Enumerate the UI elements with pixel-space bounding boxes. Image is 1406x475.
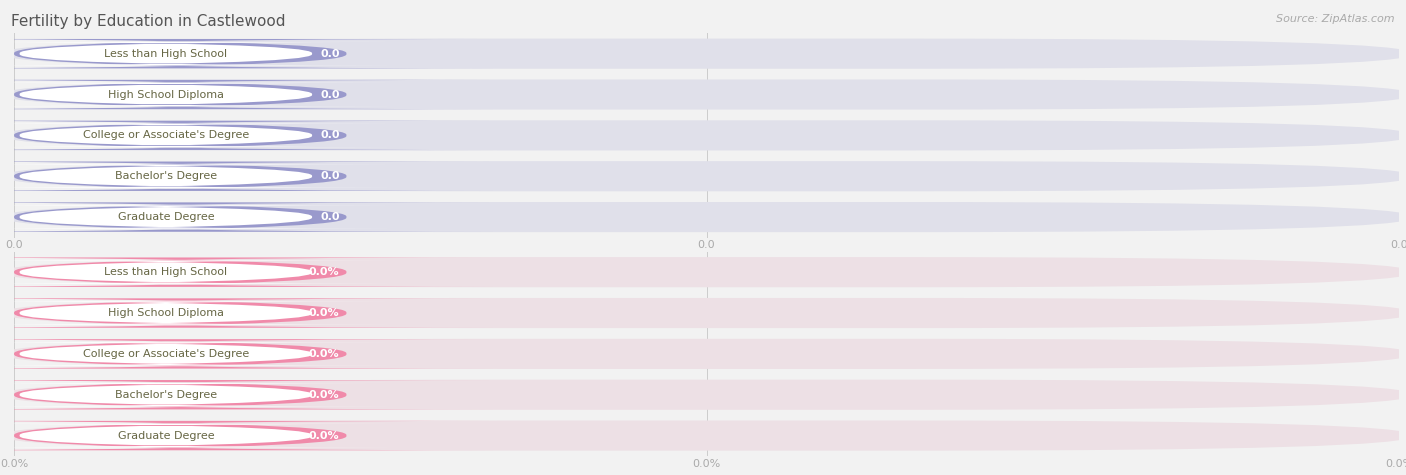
- Text: Fertility by Education in Castlewood: Fertility by Education in Castlewood: [11, 14, 285, 29]
- Text: 0.0: 0.0: [321, 212, 339, 222]
- FancyBboxPatch shape: [0, 257, 492, 287]
- FancyBboxPatch shape: [1, 257, 1406, 287]
- Text: Source: ZipAtlas.com: Source: ZipAtlas.com: [1277, 14, 1395, 24]
- Text: 0.0%: 0.0%: [309, 267, 339, 277]
- FancyBboxPatch shape: [1, 202, 1406, 232]
- FancyBboxPatch shape: [0, 80, 492, 109]
- FancyBboxPatch shape: [0, 164, 402, 188]
- Text: Graduate Degree: Graduate Degree: [118, 430, 214, 441]
- FancyBboxPatch shape: [0, 339, 492, 369]
- FancyBboxPatch shape: [0, 301, 402, 325]
- FancyBboxPatch shape: [0, 39, 492, 68]
- Text: Bachelor's Degree: Bachelor's Degree: [115, 171, 217, 181]
- Text: 0.0%: 0.0%: [309, 349, 339, 359]
- FancyBboxPatch shape: [0, 298, 492, 328]
- Text: College or Associate's Degree: College or Associate's Degree: [83, 349, 249, 359]
- FancyBboxPatch shape: [0, 83, 402, 106]
- Text: High School Diploma: High School Diploma: [108, 89, 224, 100]
- FancyBboxPatch shape: [0, 124, 402, 147]
- Text: 0.0: 0.0: [321, 48, 339, 59]
- FancyBboxPatch shape: [0, 42, 402, 66]
- FancyBboxPatch shape: [1, 120, 1406, 151]
- Text: Less than High School: Less than High School: [104, 48, 228, 59]
- Text: High School Diploma: High School Diploma: [108, 308, 224, 318]
- FancyBboxPatch shape: [0, 342, 402, 366]
- Text: 0.0: 0.0: [321, 171, 339, 181]
- Text: 0.0%: 0.0%: [309, 390, 339, 400]
- Text: Less than High School: Less than High School: [104, 267, 228, 277]
- FancyBboxPatch shape: [0, 424, 402, 447]
- FancyBboxPatch shape: [1, 79, 1406, 110]
- Text: 0.0%: 0.0%: [309, 308, 339, 318]
- FancyBboxPatch shape: [0, 121, 492, 150]
- Text: 0.0: 0.0: [321, 130, 339, 141]
- FancyBboxPatch shape: [0, 162, 492, 191]
- FancyBboxPatch shape: [0, 421, 492, 450]
- FancyBboxPatch shape: [0, 202, 492, 232]
- FancyBboxPatch shape: [1, 380, 1406, 410]
- FancyBboxPatch shape: [0, 383, 402, 407]
- Text: Graduate Degree: Graduate Degree: [118, 212, 214, 222]
- Text: 0.0: 0.0: [321, 89, 339, 100]
- FancyBboxPatch shape: [1, 420, 1406, 451]
- Text: 0.0%: 0.0%: [309, 430, 339, 441]
- FancyBboxPatch shape: [0, 260, 402, 284]
- FancyBboxPatch shape: [0, 205, 402, 229]
- FancyBboxPatch shape: [0, 380, 492, 409]
- FancyBboxPatch shape: [1, 38, 1406, 69]
- FancyBboxPatch shape: [1, 161, 1406, 191]
- Text: Bachelor's Degree: Bachelor's Degree: [115, 390, 217, 400]
- Text: College or Associate's Degree: College or Associate's Degree: [83, 130, 249, 141]
- FancyBboxPatch shape: [1, 339, 1406, 369]
- FancyBboxPatch shape: [1, 298, 1406, 328]
